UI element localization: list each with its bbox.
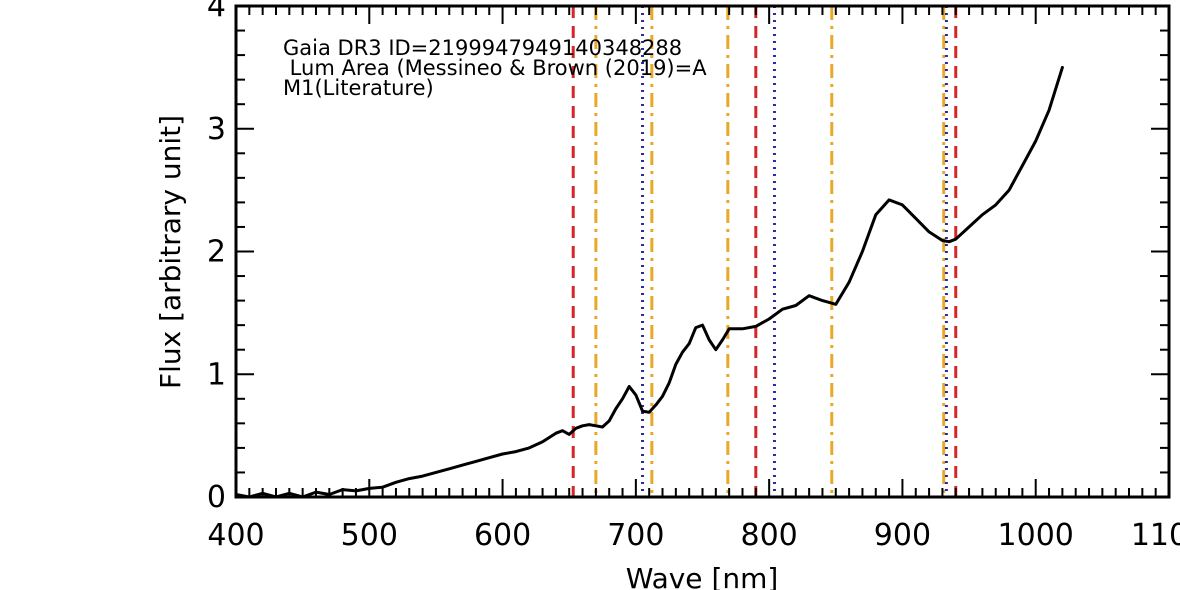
series-line	[234, 65, 1064, 499]
y-tick-label: 4	[207, 0, 226, 24]
y-tick-label: 2	[207, 235, 226, 270]
annotation-line: M1(Literature)	[283, 76, 434, 100]
x-axis-label: Wave [nm]	[626, 562, 779, 590]
x-tick-label: 700	[607, 518, 664, 553]
axis-ticks	[235, 5, 1170, 498]
annotations: Gaia DR3 ID=2199947949140348288 Lum Area…	[283, 36, 707, 100]
y-tick-label: 0	[207, 480, 226, 515]
x-tick-label: 400	[207, 518, 264, 553]
x-tick-label: 1000	[998, 518, 1074, 553]
y-tick-label: 1	[207, 357, 226, 392]
annotation-line: Gaia DR3 ID=2199947949140348288	[283, 36, 682, 60]
x-tick-label: 500	[341, 518, 398, 553]
x-tick-label: 900	[874, 518, 931, 553]
y-tick-label: 3	[207, 112, 226, 147]
vertical-markers	[571, 6, 958, 497]
x-tick-label: 600	[474, 518, 531, 553]
x-tick-label: 800	[741, 518, 798, 553]
y-tick-labels: 0 1 2 3 4	[207, 0, 226, 515]
y-axis-label: Flux [arbitrary unit]	[154, 115, 187, 389]
series-group	[234, 65, 1064, 499]
annotation-line: Lum Area (Messineo & Brown (2019)=A	[283, 56, 707, 80]
